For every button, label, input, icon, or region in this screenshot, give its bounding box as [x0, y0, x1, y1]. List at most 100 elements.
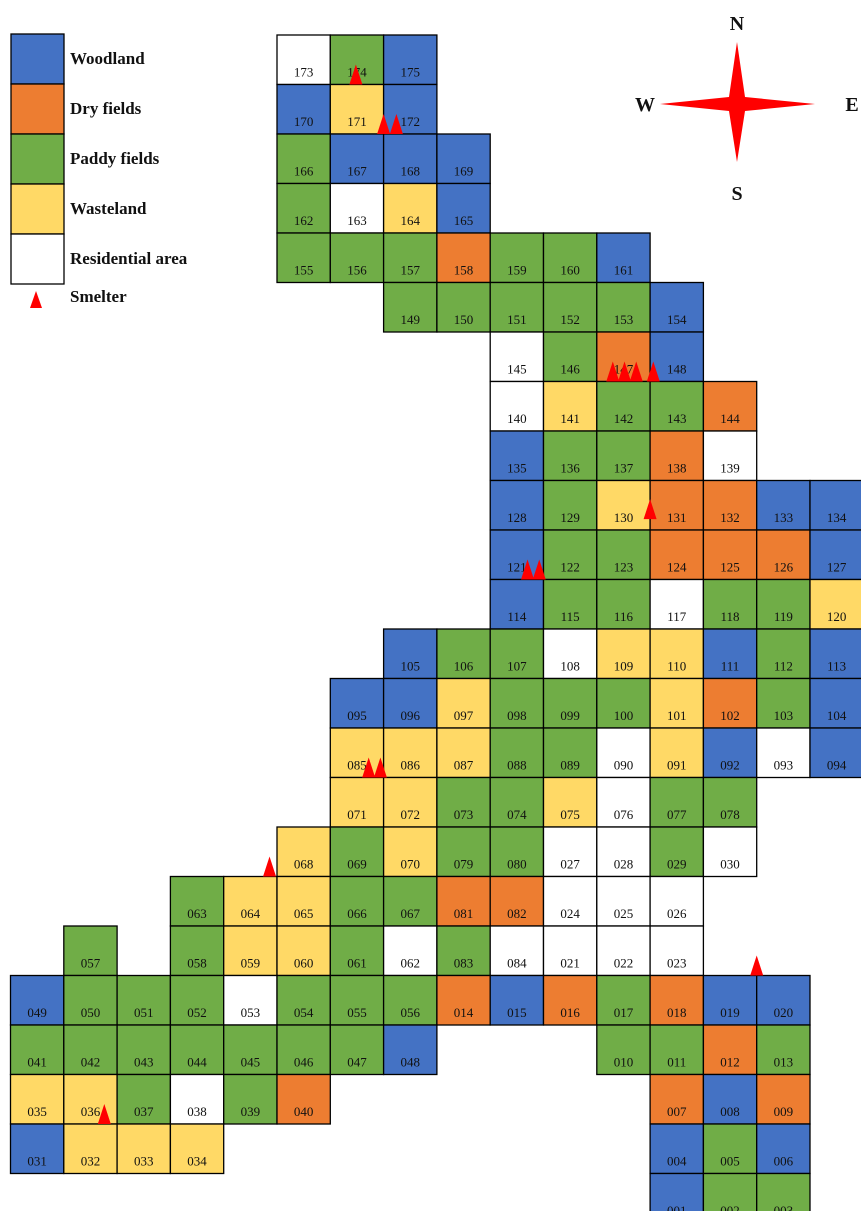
- cell-fill: [489, 677, 545, 729]
- cell-fill: [489, 628, 545, 680]
- cell-label: 040: [294, 1104, 314, 1119]
- cell-fill: [382, 1024, 438, 1076]
- cell-label: 023: [667, 956, 687, 971]
- grid-cell-005: 005: [702, 1123, 758, 1175]
- smelter-icon: [521, 559, 535, 580]
- grid-cell-172: 172: [382, 83, 438, 135]
- grid-cell-042: 042: [63, 1024, 118, 1076]
- grid-cell-142: 142: [596, 380, 651, 432]
- cell-label: 167: [347, 164, 367, 179]
- cell-label: 156: [347, 263, 367, 278]
- grid-cell-054: 054: [276, 974, 331, 1026]
- grid-cell-033: 033: [116, 1123, 172, 1175]
- cell-label: 100: [614, 708, 634, 723]
- cell-label: 093: [774, 758, 794, 773]
- cell-label: 018: [667, 1005, 687, 1020]
- cell-fill: [276, 133, 331, 185]
- cell-label: 096: [401, 708, 421, 723]
- cell-fill: [596, 776, 651, 828]
- grid-cell-014: 014: [436, 974, 491, 1026]
- cell-fill: [596, 578, 651, 630]
- smelter-icon: [750, 955, 764, 976]
- cell-label: 091: [667, 758, 687, 773]
- cell-fill: [489, 727, 545, 779]
- smelter-icon: [532, 559, 546, 580]
- legend-label: Smelter: [70, 287, 127, 306]
- cell-label: 056: [401, 1005, 421, 1020]
- grid-cell-055: 055: [329, 974, 385, 1026]
- cell-label: 157: [401, 263, 421, 278]
- cell-label: 047: [347, 1055, 367, 1070]
- cell-label: 085: [347, 758, 367, 773]
- cell-fill: [649, 1073, 705, 1125]
- cell-label: 081: [454, 906, 474, 921]
- cell-fill: [276, 1073, 331, 1125]
- cell-label: 154: [667, 312, 687, 327]
- grid-cell-071: 071: [329, 776, 385, 828]
- grid-cell-160: 160: [542, 232, 598, 284]
- grid-cell-044: 044: [169, 1024, 225, 1076]
- grid-cell-136: 136: [542, 430, 598, 482]
- cell-fill: [489, 578, 545, 630]
- cell-fill: [436, 875, 491, 927]
- cell-label: 088: [507, 758, 527, 773]
- cell-label: 001: [667, 1203, 687, 1211]
- cell-fill: [9, 1123, 65, 1175]
- cell-label: 086: [401, 758, 421, 773]
- cell-fill: [329, 925, 385, 977]
- cell-fill: [382, 974, 438, 1026]
- grid-cell-001: 001: [649, 1172, 705, 1211]
- grid-cell-009: 009: [756, 1073, 811, 1125]
- cell-fill: [436, 628, 491, 680]
- cell-fill: [489, 826, 545, 878]
- grid-cell-104: 104: [809, 677, 861, 729]
- grid-cell-175: 175: [382, 34, 438, 86]
- grid-cell-152: 152: [542, 281, 598, 333]
- legend-item-woodland: Woodland: [10, 33, 145, 85]
- cell-label: 007: [667, 1104, 687, 1119]
- grid-cell-119: 119: [756, 578, 811, 630]
- cell-fill: [169, 1073, 225, 1125]
- cell-label: 169: [454, 164, 474, 179]
- cell-fill: [382, 182, 438, 234]
- cell-fill: [756, 479, 811, 531]
- cell-label: 022: [614, 956, 634, 971]
- cell-label: 161: [614, 263, 634, 278]
- cell-label: 153: [614, 312, 634, 327]
- legend: Woodland Dry fields Paddy fields Wasteland R…: [10, 33, 188, 308]
- grid-cell-135: 135: [489, 430, 545, 482]
- cell-label: 017: [614, 1005, 634, 1020]
- cell-label: 098: [507, 708, 527, 723]
- grid-cell-137: 137: [596, 430, 651, 482]
- grid-cell-124: 124: [649, 529, 705, 581]
- cell-label: 045: [241, 1055, 261, 1070]
- smelter-icon: [362, 757, 376, 778]
- cell-fill: [169, 875, 225, 927]
- cell-label: 121: [507, 560, 527, 575]
- cell-fill: [702, 628, 758, 680]
- cell-fill: [702, 727, 758, 779]
- grid-cell-121: 121: [489, 529, 545, 581]
- cell-label: 003: [774, 1203, 794, 1211]
- cell-fill: [649, 578, 705, 630]
- cell-fill: [223, 925, 278, 977]
- cell-label: 106: [454, 659, 474, 674]
- grid-cell-024: 024: [542, 875, 598, 927]
- smelter-icon: [643, 499, 657, 520]
- grid-cell-021: 021: [542, 925, 598, 977]
- grid-cell-049: 049: [9, 974, 65, 1026]
- cell-fill: [276, 826, 331, 878]
- cell-label: 051: [134, 1005, 154, 1020]
- grid-cell-087: 087: [436, 727, 491, 779]
- cell-fill: [649, 727, 705, 779]
- cell-fill: [276, 1024, 331, 1076]
- grid-cell-075: 075: [542, 776, 598, 828]
- cell-label: 095: [347, 708, 367, 723]
- grid-cell-082: 082: [489, 875, 545, 927]
- grid-cell-053: 053: [223, 974, 278, 1026]
- cell-fill: [542, 232, 598, 284]
- cell-label: 139: [720, 461, 740, 476]
- grid-cell-158: 158: [436, 232, 491, 284]
- cell-fill: [756, 578, 811, 630]
- grid-cell-079: 079: [436, 826, 491, 878]
